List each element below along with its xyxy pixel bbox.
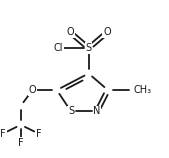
Text: S: S: [86, 43, 92, 53]
Text: O: O: [29, 85, 36, 95]
Text: F: F: [35, 128, 41, 139]
Text: F: F: [18, 138, 24, 148]
Text: O: O: [66, 27, 74, 37]
Text: Cl: Cl: [54, 43, 63, 53]
Text: S: S: [68, 106, 74, 116]
Text: N: N: [93, 106, 101, 116]
Text: CH₃: CH₃: [134, 85, 152, 95]
Text: O: O: [103, 27, 111, 37]
Text: F: F: [0, 128, 6, 139]
